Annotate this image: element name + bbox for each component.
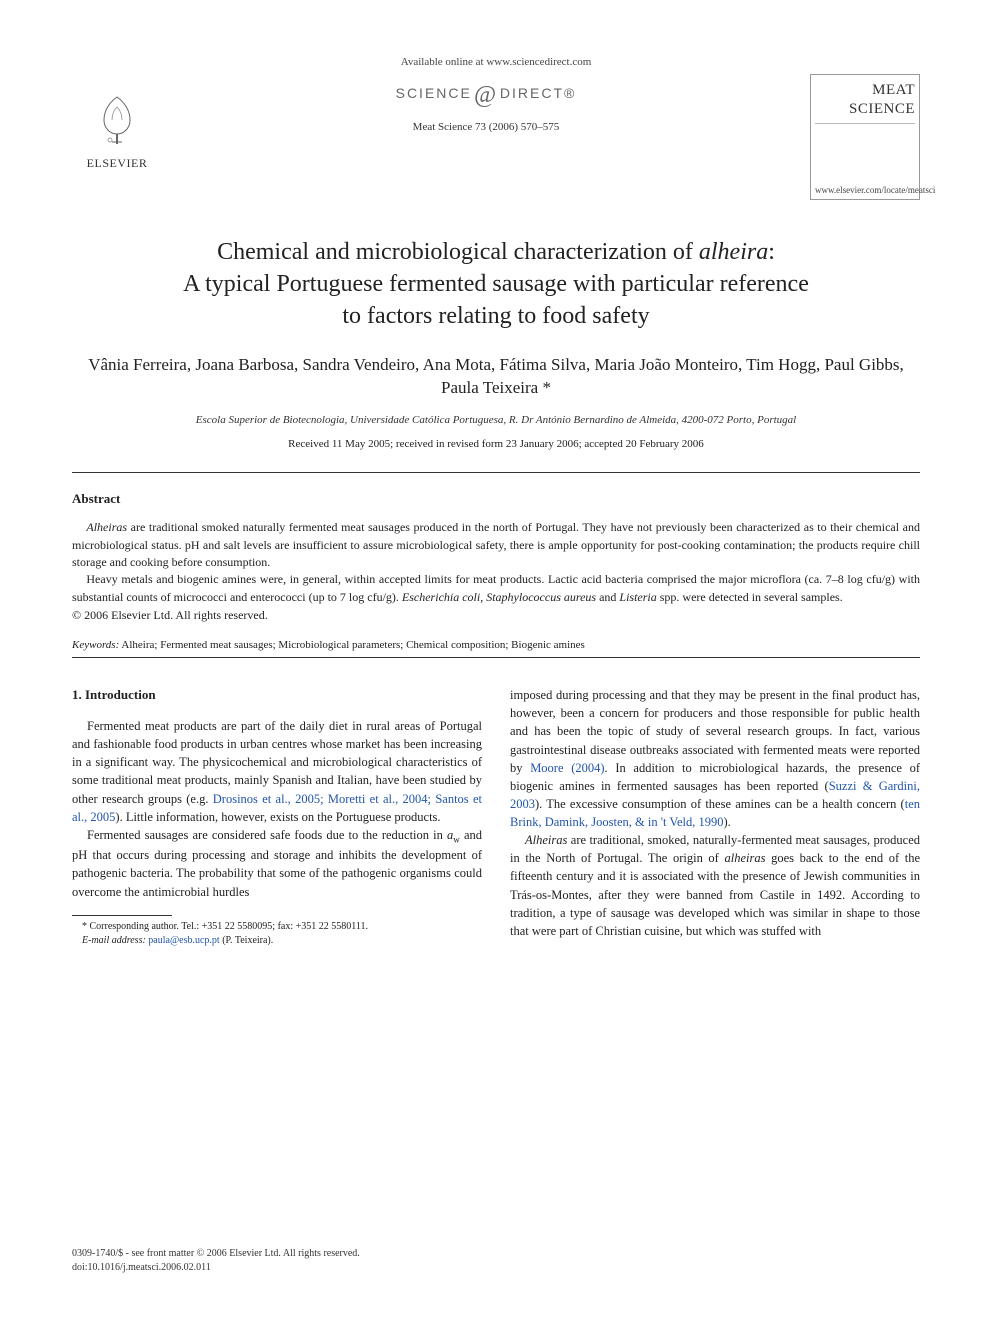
abstract-p2-g: spp. were detected in several samples. [657, 590, 843, 604]
sd-right: DIRECT [500, 85, 564, 101]
sd-left: SCIENCE [396, 85, 472, 101]
intro-p3-c1[interactable]: Moore (2004) [530, 761, 604, 775]
affiliation: Escola Superior de Biotecnologia, Univer… [72, 414, 920, 426]
center-header: SCIENCE@DIRECT® Meat Science 73 (2006) 5… [162, 74, 810, 133]
corresponding-line1: * Corresponding author. Tel.: +351 22 55… [72, 920, 482, 934]
abstract-p1-ital: Alheiras [86, 520, 127, 534]
abstract-p1: Alheiras are traditional smoked naturall… [72, 519, 920, 571]
keywords-text: Alheira; Fermented meat sausages; Microb… [119, 639, 585, 651]
intro-p4-i: Alheiras [525, 833, 567, 847]
rule-before-abstract [72, 472, 920, 473]
elsevier-tree-icon [92, 92, 142, 147]
available-online: Available online at www.sciencedirect.co… [72, 56, 920, 68]
intro-p2-a: Fermented sausages are considered safe f… [87, 828, 447, 842]
cover-title-1: MEAT [815, 81, 915, 100]
footer-matter: 0309-1740/$ - see front matter © 2006 El… [72, 1247, 360, 1275]
cover-url: www.elsevier.com/locate/meatsci [815, 185, 915, 195]
title-line-2: A typical Portuguese fermented sausage w… [183, 271, 809, 297]
body-columns: 1. Introduction Fermented meat products … [72, 686, 920, 948]
footer-doi: doi:10.1016/j.meatsci.2006.02.011 [72, 1261, 360, 1275]
journal-reference: Meat Science 73 (2006) 570–575 [162, 121, 810, 133]
email-address[interactable]: paula@esb.ucp.pt [146, 935, 220, 946]
footer-line1: 0309-1740/$ - see front matter © 2006 El… [72, 1247, 360, 1261]
email-label: E-mail address: [82, 935, 146, 946]
keywords: Keywords: Alheira; Fermented meat sausag… [72, 639, 920, 651]
abstract-p2: Heavy metals and biogenic amines were, i… [72, 571, 920, 606]
title-italic: alheira [699, 239, 768, 265]
title-line-3: to factors relating to food safety [342, 303, 649, 329]
intro-p1-b: ). Little information, however, exists o… [115, 810, 440, 824]
journal-cover: MEAT SCIENCE www.elsevier.com/locate/mea… [810, 74, 920, 200]
intro-heading: 1. Introduction [72, 686, 482, 705]
sd-at-icon: @ [472, 82, 500, 108]
abstract-body: Alheiras are traditional smoked naturall… [72, 519, 920, 606]
abstract-p2-e: and [596, 590, 619, 604]
article-title: Chemical and microbiological characteriz… [102, 236, 890, 333]
title-part-1: Chemical and microbiological characteriz… [217, 239, 699, 265]
corresponding-line2: E-mail address: paula@esb.ucp.pt (P. Tei… [72, 934, 482, 949]
header-row: ELSEVIER SCIENCE@DIRECT® Meat Science 73… [72, 74, 920, 200]
intro-p3-d: ). [723, 815, 730, 829]
sd-reg-icon: ® [564, 85, 576, 101]
authors: Vânia Ferreira, Joana Barbosa, Sandra Ve… [72, 353, 920, 401]
intro-p4: Alheiras are traditional, smoked, natura… [510, 831, 920, 940]
email-owner: (P. Teixeira). [220, 935, 274, 946]
intro-p1: Fermented meat products are part of the … [72, 717, 482, 826]
title-colon: : [768, 239, 775, 265]
rule-after-keywords [72, 657, 920, 658]
footnote-rule [72, 915, 172, 916]
intro-p3-c: ). The excessive consumption of these am… [535, 797, 905, 811]
abstract-p2-i3: Listeria [619, 590, 656, 604]
intro-p4-i2: alheiras [724, 851, 765, 865]
abstract-p2-i2: Staphylococcus aureus [486, 590, 596, 604]
elsevier-logo-block: ELSEVIER [72, 74, 162, 171]
keywords-label: Keywords: [72, 639, 119, 651]
abstract-copyright: © 2006 Elsevier Ltd. All rights reserved… [72, 608, 920, 623]
abstract-heading: Abstract [72, 491, 920, 507]
abstract-p1-rest: are traditional smoked naturally ferment… [72, 520, 920, 569]
sciencedirect-logo: SCIENCE@DIRECT® [162, 82, 810, 109]
dates: Received 11 May 2005; received in revise… [72, 438, 920, 450]
intro-p3: imposed during processing and that they … [510, 686, 920, 831]
abstract-p2-i1: Escherichia coli [402, 590, 480, 604]
cover-title-2: SCIENCE [815, 100, 915, 119]
cover-blank [815, 123, 915, 159]
elsevier-name: ELSEVIER [72, 156, 162, 171]
intro-p2: Fermented sausages are considered safe f… [72, 826, 482, 901]
